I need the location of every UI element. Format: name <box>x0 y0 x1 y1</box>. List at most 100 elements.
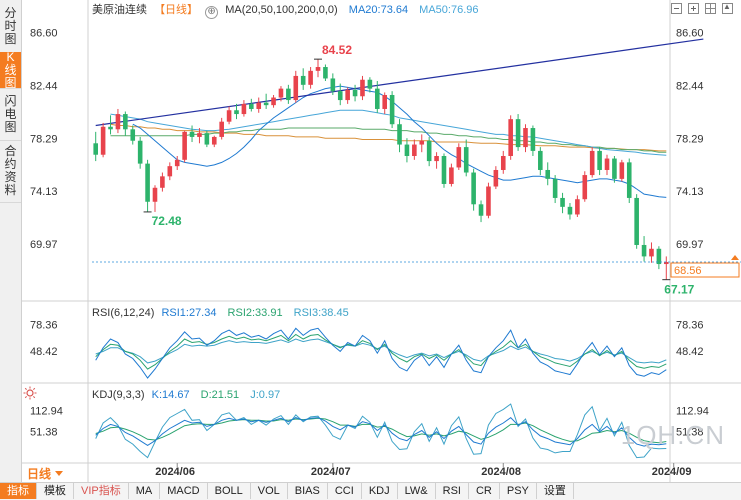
rsi-header: RSI(6,12,24) RSI1:27.34 RSI2:33.91 RSI3:… <box>92 306 353 320</box>
main-ytick-right-0: 86.60 <box>676 28 704 40</box>
main-ytick-left-0: 86.60 <box>30 28 58 40</box>
low-label-2: 67.17 <box>664 283 694 297</box>
candle-body-7 <box>145 163 150 202</box>
high-label: 84.52 <box>322 43 352 57</box>
kdj-ytick-left-1: 51.38 <box>30 426 58 438</box>
candle-body-6 <box>137 140 143 164</box>
rsi3-value: RSI3:38.45 <box>293 307 349 319</box>
kdj-j-line <box>95 403 667 459</box>
period-badge[interactable]: 【日线】 <box>154 4 199 16</box>
candle-body-12 <box>182 131 187 160</box>
candle-body-55 <box>500 156 506 170</box>
ma-label: MA(20,50,100,200,0,0) <box>225 4 338 16</box>
candle-body-75 <box>649 248 654 257</box>
candle-body-18 <box>226 110 232 122</box>
candle-body-24 <box>271 97 276 106</box>
candle-body-48 <box>449 167 454 184</box>
xtick-label-1: 2024/07 <box>311 466 351 478</box>
indicator-tab-lw-[interactable]: LW& <box>398 483 436 499</box>
candle-body-62 <box>552 178 558 198</box>
candle-body-35 <box>352 89 358 97</box>
main-ytick-left-1: 82.44 <box>30 81 58 93</box>
instrument-name: 美原油连续 <box>92 4 147 16</box>
candle-body-52 <box>478 204 484 216</box>
candle-body-76 <box>656 248 662 265</box>
zoom-out-icon[interactable] <box>671 3 682 14</box>
candle-body-4 <box>123 114 128 130</box>
candle-body-64 <box>567 206 573 215</box>
candle-body-44 <box>419 140 425 145</box>
candle-body-38 <box>374 88 380 109</box>
candle-body-58 <box>523 128 528 148</box>
candle-body-59 <box>530 128 536 151</box>
main-ytick-right-2: 78.29 <box>676 133 704 145</box>
rsi-ytick-left-0: 78.36 <box>30 319 58 331</box>
indicator-tab--[interactable]: 指标 <box>0 483 37 499</box>
indicator-tab-vip-[interactable]: VIP指标 <box>74 483 129 499</box>
indicator-tab-vol[interactable]: VOL <box>251 483 288 499</box>
indicator-tab-ma[interactable]: MA <box>129 483 161 499</box>
candle-body-70 <box>612 158 617 179</box>
candle-body-51 <box>471 172 476 205</box>
candle-body-26 <box>286 88 291 101</box>
indicator-tab-psy[interactable]: PSY <box>500 483 537 499</box>
indicator-tab-bias[interactable]: BIAS <box>288 483 328 499</box>
watermark-logo: 1QH.CN <box>620 420 725 450</box>
layout-grid-icon[interactable] <box>705 3 716 14</box>
rsi1-line <box>95 327 667 379</box>
candle-body-50 <box>463 147 469 173</box>
candle-body-14 <box>197 133 202 137</box>
indicator-tab-cci[interactable]: CCI <box>328 483 362 499</box>
zoom-in-icon[interactable] <box>688 3 699 14</box>
candle-body-16 <box>211 136 217 145</box>
candle-body-9 <box>160 176 165 188</box>
chart-canvas[interactable]: 86.60 86.60 82.44 82.44 78.29 78.29 74.13 74.13… <box>0 0 741 482</box>
candle-body-63 <box>560 197 565 207</box>
candle-body-15 <box>204 133 210 145</box>
indicator-tab--[interactable]: 模板 <box>37 483 74 499</box>
ma20-line <box>132 85 667 198</box>
leftnav-item-2[interactable]: 闪电图 <box>0 88 21 141</box>
candle-body-77 <box>663 262 669 265</box>
candle-body-66 <box>582 175 588 200</box>
indicator-tab-cr[interactable]: CR <box>469 483 500 499</box>
candle-body-25 <box>278 88 284 98</box>
indicator-tab-rsi[interactable]: RSI <box>436 483 469 499</box>
indicator-tab-boll[interactable]: BOLL <box>208 483 251 499</box>
rsi1-value: RSI1:27.34 <box>161 307 217 319</box>
candle-body-72 <box>626 162 632 198</box>
candle-body-22 <box>256 102 262 109</box>
candle-body-23 <box>263 102 269 106</box>
rsi-ytick-right-1: 48.42 <box>676 346 704 358</box>
indicator-tab--[interactable]: 设置 <box>537 483 574 499</box>
candle-body-61 <box>545 169 551 179</box>
sun-icon[interactable] <box>23 386 37 400</box>
ma20-value: MA20:73.64 <box>348 4 409 16</box>
candle-body-67 <box>589 150 595 176</box>
leftnav-item-3[interactable]: 合约资料 <box>0 140 21 203</box>
candle-body-74 <box>641 244 647 257</box>
candle-body-0 <box>93 143 99 155</box>
panel-controls <box>671 2 733 14</box>
kdj-k-value: K:14.67 <box>151 389 190 401</box>
indicator-tab-kdj[interactable]: KDJ <box>362 483 398 499</box>
candle-body-20 <box>241 103 247 115</box>
ma200-line <box>110 123 667 152</box>
candle-body-30 <box>315 67 321 71</box>
candle-body-3 <box>115 114 121 130</box>
rsi-ytick-left-1: 48.42 <box>30 346 58 358</box>
period-selector[interactable]: 日线 <box>27 465 63 482</box>
candle-body-13 <box>189 131 195 137</box>
rsi-ytick-right-0: 78.36 <box>676 319 704 331</box>
candle-body-57 <box>515 119 521 148</box>
xtick-label-3: 2024/09 <box>652 466 692 478</box>
candle-body-68 <box>597 150 602 170</box>
collapse-icon[interactable] <box>722 2 733 14</box>
kdj-d-value: D:21.51 <box>200 389 240 401</box>
indicator-tab-macd[interactable]: MACD <box>160 483 208 499</box>
kdj-header: KDJ(9,3,3) K:14.67 D:21.51 J:0.97 <box>92 388 284 402</box>
indicator-settings-icon[interactable]: ⊕ <box>205 6 219 19</box>
rsi-label: RSI(6,12,24) <box>92 307 155 319</box>
candle-body-11 <box>174 159 180 167</box>
